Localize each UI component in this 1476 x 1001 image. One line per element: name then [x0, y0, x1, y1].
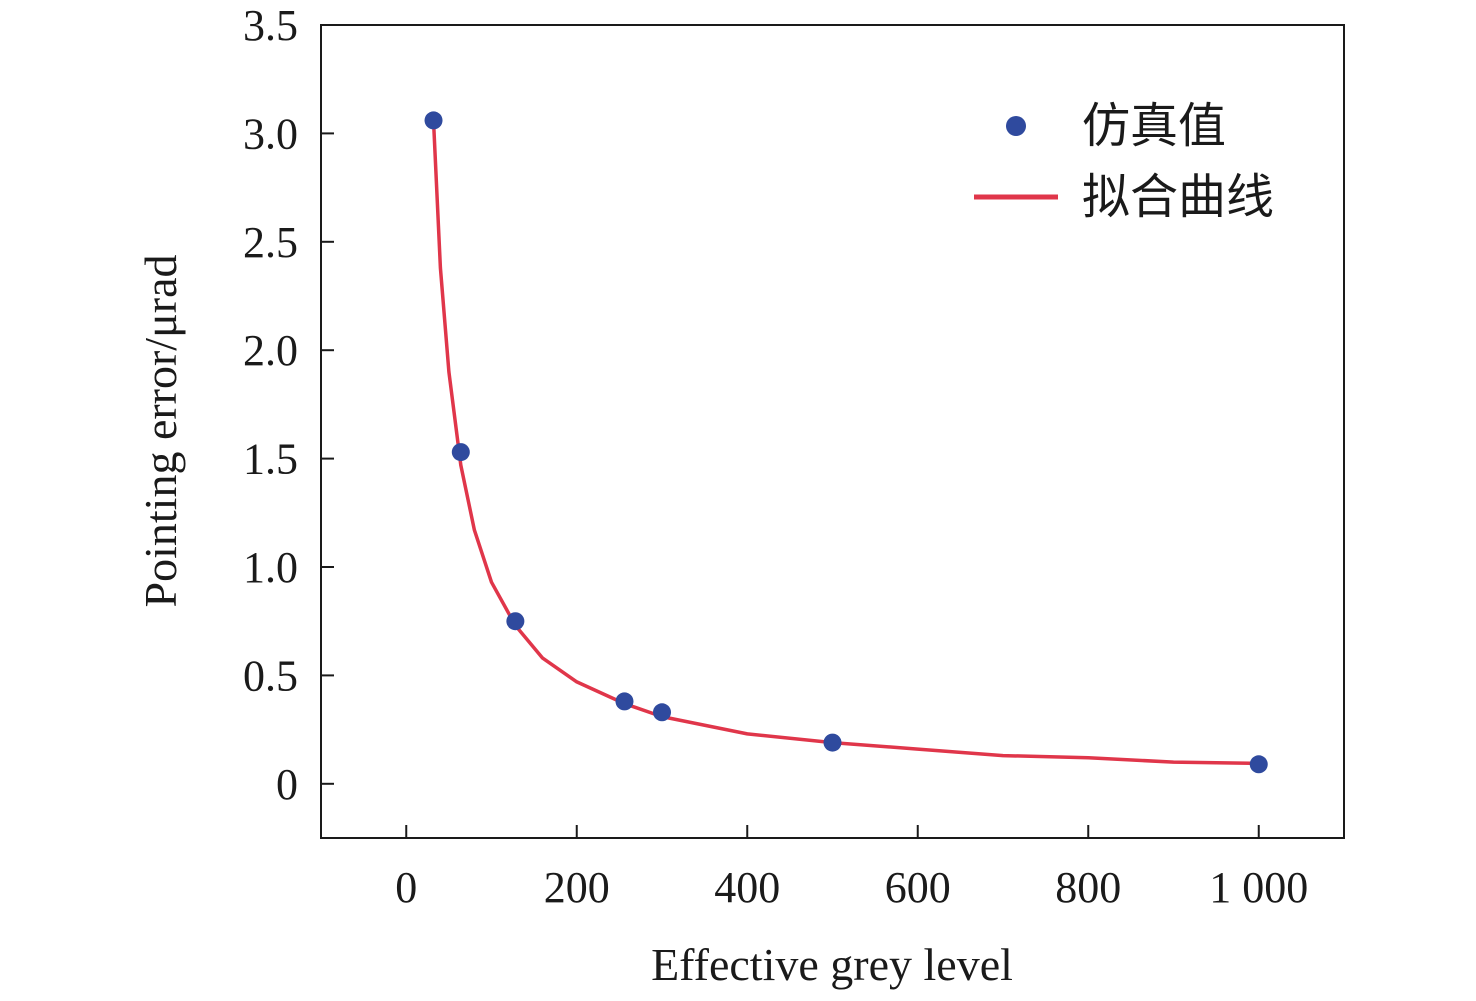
x-tick-label: 0: [395, 863, 417, 912]
x-tick-label: 800: [1055, 863, 1121, 912]
legend: 仿真值 拟合曲线: [974, 100, 1274, 224]
data-point: [506, 612, 525, 631]
y-tick-label: 0: [276, 760, 298, 809]
x-tick-label: 400: [714, 863, 780, 912]
y-axis-title: Pointing error/μrad: [135, 255, 186, 608]
data-point: [424, 111, 443, 130]
plot-frame: [320, 24, 1345, 839]
x-tick-label: 600: [885, 863, 951, 912]
data-point: [1249, 755, 1268, 774]
y-tick-label: 2.0: [243, 326, 298, 375]
x-tick-label: 200: [544, 863, 610, 912]
legend-marker-scatter: [1006, 116, 1026, 136]
data-point: [615, 692, 634, 711]
ticks-layer: 0 200 400 600 800 1 000 0 0.5 1.0 1.5 2.0 2.5 3.0 3.5: [243, 1, 1308, 912]
y-tick-label: 2.5: [243, 218, 298, 267]
y-tick-label: 1.5: [243, 435, 298, 484]
y-tick-label: 1.0: [243, 543, 298, 592]
legend-label-scatter: 仿真值: [1082, 100, 1226, 153]
x-tick-label: 1 000: [1209, 863, 1308, 912]
legend-label-line: 拟合曲线: [1082, 171, 1274, 224]
y-tick-label: 3.5: [243, 1, 298, 50]
x-axis-title: Effective grey level: [651, 939, 1013, 990]
y-tick-label: 0.5: [243, 651, 298, 700]
data-point: [823, 733, 842, 752]
y-tick-label: 3.0: [243, 109, 298, 158]
series-layer: [424, 111, 1268, 774]
data-point: [653, 703, 671, 722]
data-point: [451, 443, 470, 462]
